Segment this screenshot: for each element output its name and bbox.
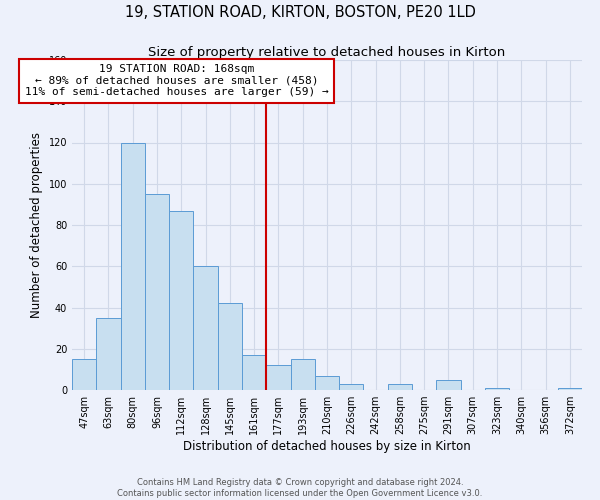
X-axis label: Distribution of detached houses by size in Kirton: Distribution of detached houses by size …	[183, 440, 471, 453]
Bar	[388, 384, 412, 390]
Text: 19, STATION ROAD, KIRTON, BOSTON, PE20 1LD: 19, STATION ROAD, KIRTON, BOSTON, PE20 1…	[125, 5, 475, 20]
Bar	[193, 266, 218, 390]
Bar	[242, 355, 266, 390]
Bar	[290, 359, 315, 390]
Bar	[485, 388, 509, 390]
Bar	[96, 318, 121, 390]
Bar	[266, 365, 290, 390]
Bar	[558, 388, 582, 390]
Bar	[169, 210, 193, 390]
Bar	[218, 304, 242, 390]
Bar	[121, 142, 145, 390]
Bar	[145, 194, 169, 390]
Bar	[339, 384, 364, 390]
Text: Contains HM Land Registry data © Crown copyright and database right 2024.
Contai: Contains HM Land Registry data © Crown c…	[118, 478, 482, 498]
Title: Size of property relative to detached houses in Kirton: Size of property relative to detached ho…	[148, 46, 506, 59]
Bar	[436, 380, 461, 390]
Y-axis label: Number of detached properties: Number of detached properties	[30, 132, 43, 318]
Text: 19 STATION ROAD: 168sqm
← 89% of detached houses are smaller (458)
11% of semi-d: 19 STATION ROAD: 168sqm ← 89% of detache…	[25, 64, 328, 98]
Bar	[315, 376, 339, 390]
Bar	[72, 359, 96, 390]
